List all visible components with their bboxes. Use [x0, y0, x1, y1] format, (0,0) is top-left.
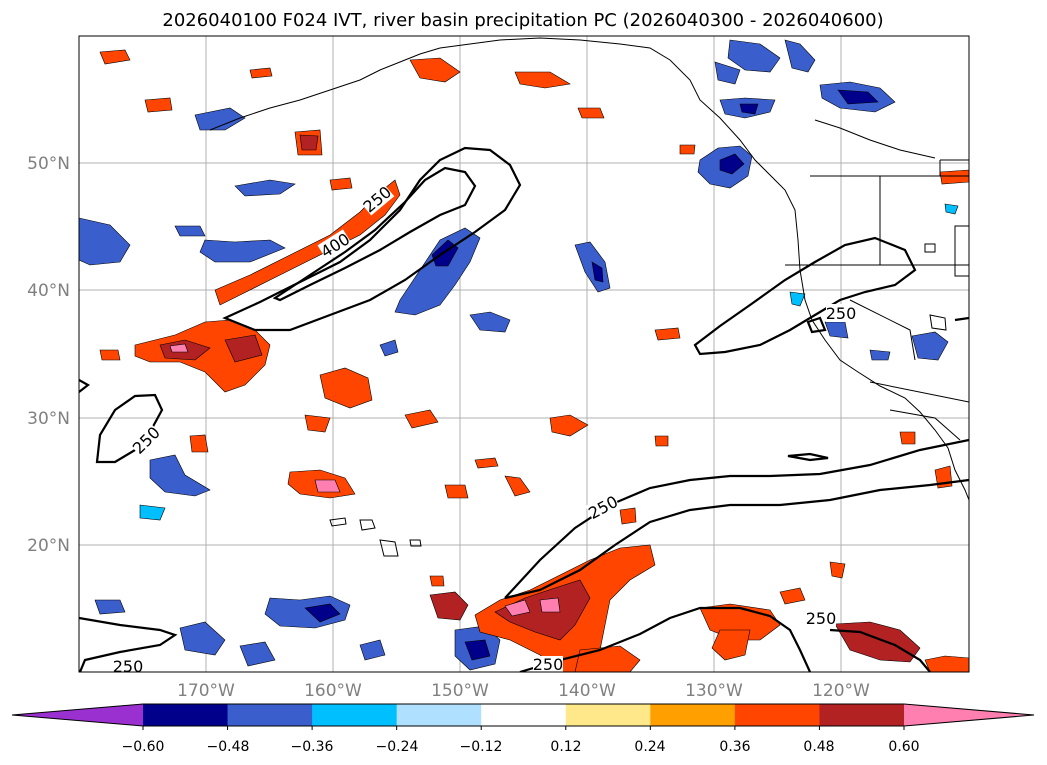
colorbar-tick-label: 0.12: [550, 739, 581, 755]
colorbar-tick-label: 0.24: [634, 739, 665, 755]
lon-label-150w: 150°W: [431, 681, 489, 701]
colorbar-segment: [227, 704, 313, 726]
colorbar-segment: [312, 704, 398, 726]
ivt-250-contour-subtropical: [504, 438, 969, 599]
coastlines: [209, 37, 969, 557]
colorbar-tick-label: −0.24: [376, 739, 419, 755]
lat-label-40n: 40°N: [27, 281, 70, 301]
ivt-contours: [79, 146, 969, 672]
colorbar-tick-label: 0.36: [719, 739, 750, 755]
colorbar-segment: [734, 704, 820, 726]
figure-title: 2026040100 F024 IVT, river basin precipi…: [162, 10, 883, 31]
lat-label-50n: 50°N: [27, 154, 70, 174]
colorbar-segment: [565, 704, 651, 726]
colorbar-tick-label: 0.48: [803, 739, 834, 755]
colorbar-tick-label: −0.36: [291, 739, 334, 755]
lon-label-170w: 170°W: [177, 681, 235, 701]
colorbar-tick-label: 0.60: [888, 739, 919, 755]
colorbar-segment: [143, 704, 229, 726]
map-frame: [78, 35, 970, 673]
colorbar-tick-label: −0.12: [460, 739, 503, 755]
colorbar-tick-label: −0.48: [207, 739, 250, 755]
contour-label-250-southwest: 250: [113, 657, 144, 676]
lat-label-30n: 30°N: [27, 409, 70, 429]
lon-label-130w: 130°W: [685, 681, 743, 701]
colorbar-extend-low: [12, 704, 143, 726]
blue-patch-west: [79, 217, 131, 266]
blue-patch-central: [394, 227, 481, 316]
map-panel: 250 400 250 250 250 250 250 250: [79, 36, 969, 676]
contour-label-250-southeast: 250: [806, 609, 837, 628]
negative-pc-patches: [79, 39, 959, 671]
colorbar-tick-labels: −0.60 −0.48 −0.36 −0.24 −0.12 0.12 0.24 …: [122, 739, 920, 755]
longitude-labels: 170°W 160°W 150°W 140°W 130°W 120°W: [177, 681, 870, 701]
colorbar: [11, 703, 1035, 730]
lon-label-160w: 160°W: [304, 681, 362, 701]
contour-label-250-south: 250: [533, 655, 564, 674]
orange-band-west: [214, 179, 401, 306]
lon-label-140w: 140°W: [558, 681, 616, 701]
colorbar-segment: [650, 704, 736, 726]
lat-label-20n: 20°N: [27, 536, 70, 556]
latitude-labels: 50°N 40°N 30°N 20°N: [27, 154, 70, 556]
colorbar-segment: [819, 704, 905, 726]
positive-pc-patches: [99, 49, 969, 672]
colorbar-segment: [481, 704, 567, 726]
colorbar-extend-high: [904, 704, 1034, 726]
lon-label-120w: 120°W: [812, 681, 870, 701]
colorbar-tick-label: −0.60: [122, 739, 165, 755]
ivt-400-contour: [272, 166, 477, 302]
contour-label-250-california: 250: [826, 304, 857, 323]
ivt-250-contour-ar: [222, 146, 522, 332]
colorbar-segment: [396, 704, 482, 726]
